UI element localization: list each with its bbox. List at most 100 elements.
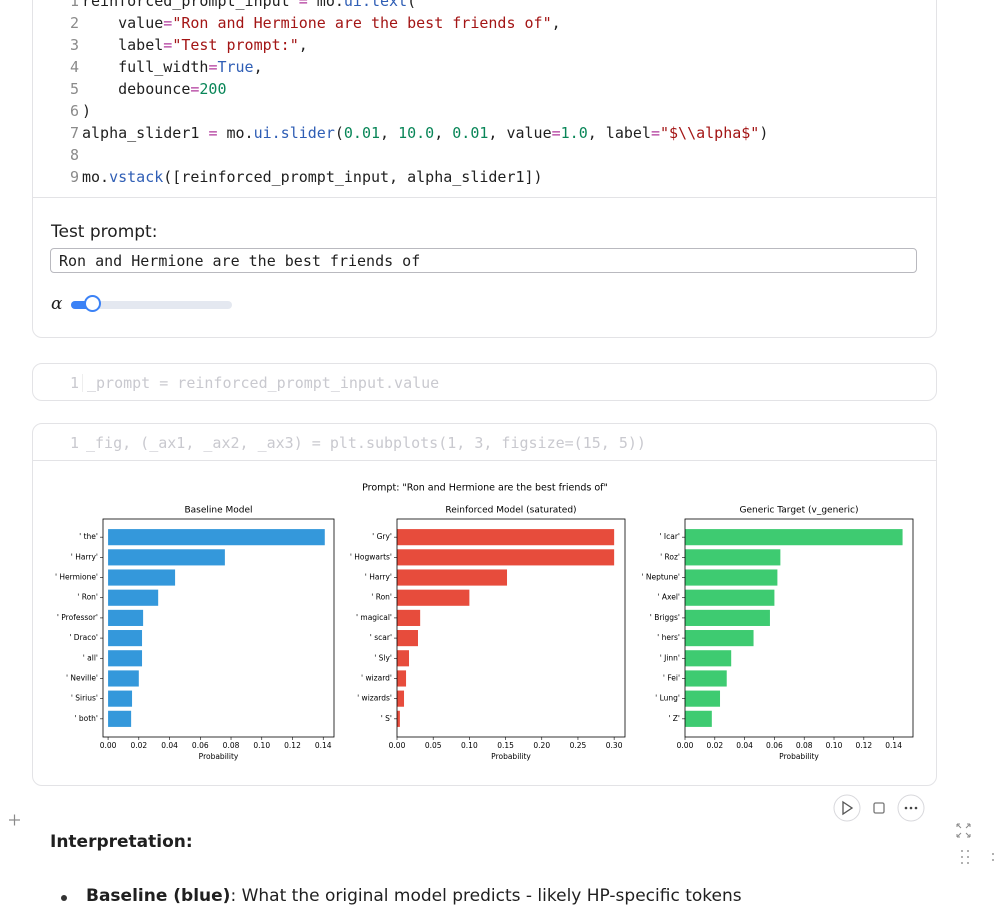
code-editor[interactable]: 1 _fig, (_ax1, _ax2, _ax3) = plt.subplot… — [33, 424, 936, 461]
line-number: 4 — [69, 58, 79, 76]
code-token: ( — [407, 0, 417, 10]
bar — [685, 529, 903, 546]
code-cell: 1 reinforced_prompt_input = mo.ui.text(2 … — [32, 0, 937, 338]
code-token: reinforced_prompt_input — [82, 0, 299, 10]
x-tick-label: 0.02 — [130, 741, 147, 750]
line-number: 7 — [69, 124, 79, 142]
y-tick-label: ' all' — [83, 653, 98, 662]
figure-title: Prompt: "Ron and Hermione are the best f… — [362, 483, 608, 494]
line-number: 5 — [69, 80, 79, 98]
x-tick-label: 0.14 — [885, 741, 902, 750]
chart-title: Baseline Model — [184, 506, 252, 516]
code-line: alpha_slider1 = mo.ui.slider(0.01, 10.0,… — [82, 124, 768, 142]
code-token: , label — [587, 124, 651, 142]
run-button[interactable] — [833, 794, 861, 822]
bar — [397, 650, 410, 667]
line-number: 1 — [69, 0, 79, 10]
code-token: = — [163, 14, 173, 32]
x-tick-label: 0.00 — [100, 741, 117, 750]
axes-frame — [396, 518, 626, 738]
drag-handle[interactable] — [961, 850, 994, 864]
stop-button[interactable] — [873, 802, 885, 814]
code-line[interactable]: _prompt = reinforced_prompt_input.value — [82, 374, 439, 392]
x-tick-label: 0.04 — [736, 741, 753, 750]
bar — [685, 549, 781, 566]
bar — [108, 609, 144, 626]
slider-track[interactable] — [71, 301, 232, 309]
bar — [685, 589, 775, 606]
code-token: ui.slider — [253, 124, 335, 142]
code-cell: 1 _fig, (_ax1, _ax2, _ax3) = plt.subplot… — [32, 423, 937, 786]
code-token: , — [298, 36, 308, 54]
prompt-input[interactable]: Ron and Hermione are the best friends of — [50, 248, 917, 273]
code-token: ) — [82, 102, 92, 120]
x-tick-label: 0.12 — [855, 741, 872, 750]
bar — [685, 650, 732, 667]
code-token: = — [190, 80, 200, 98]
x-tick-label: 0.12 — [284, 741, 301, 750]
x-axis-label: Probability — [199, 752, 239, 761]
code-token: = — [298, 0, 308, 10]
code-token: debounce — [82, 80, 191, 98]
y-tick-label: ' Fei' — [663, 673, 680, 682]
x-tick-label: 0.20 — [533, 741, 550, 750]
y-tick-label: ' Neptune' — [641, 573, 680, 582]
x-tick-label: 0.10 — [253, 741, 270, 750]
line-number: 1 — [69, 374, 79, 392]
bar — [397, 589, 470, 606]
y-tick-label: ' both' — [74, 714, 98, 723]
chart-title: Reinforced Model (saturated) — [445, 506, 576, 516]
x-tick-label: 0.00 — [389, 741, 406, 750]
y-tick-label: ' Neville' — [66, 673, 98, 682]
code-token: mo. — [217, 124, 254, 142]
y-tick-label: ' Gry' — [372, 532, 392, 541]
bar — [108, 710, 132, 727]
code-line: debounce=200 — [82, 80, 227, 98]
code-token: ui.text — [343, 0, 408, 10]
code-token: , value — [488, 124, 552, 142]
add-cell-button[interactable] — [9, 814, 20, 826]
code-editor[interactable]: 1 reinforced_prompt_input = mo.ui.text(2 … — [33, 0, 936, 198]
code-token: 0.01 — [343, 124, 381, 142]
slider-fill — [71, 301, 93, 309]
code-token: ( — [334, 124, 344, 142]
code-token: = — [208, 124, 218, 142]
code-token: "Ron and Hermione are the best friends o… — [172, 14, 552, 32]
bullet-bold: Baseline (blue) — [86, 886, 231, 906]
line-number: 9 — [69, 168, 79, 186]
y-tick-label: ' Ron' — [77, 593, 98, 602]
bar — [685, 690, 721, 707]
code-token: 200 — [199, 80, 227, 98]
x-tick-label: 0.14 — [315, 741, 332, 750]
line-number: 3 — [69, 36, 79, 54]
prompt-label: Test prompt: — [51, 222, 158, 242]
code-token: "$\\alpha$" — [660, 124, 760, 142]
code-token: ([reinforced_prompt_input, alpha_slider1… — [163, 168, 543, 186]
code-token: , — [380, 124, 399, 142]
code-token: , — [434, 124, 453, 142]
line-number: 6 — [69, 102, 79, 120]
code-line: _fig, (_ax1, _ax2, _ax3) = plt.subplots(… — [86, 434, 646, 452]
y-tick-label: ' scar' — [370, 633, 392, 642]
bar — [397, 630, 418, 647]
code-token: , — [551, 14, 561, 32]
bar — [685, 630, 754, 647]
bar — [397, 710, 400, 727]
y-tick-label: ' Professor' — [57, 613, 98, 622]
y-tick-label: ' Hermione' — [55, 573, 98, 582]
y-tick-label: ' Sirius' — [71, 694, 98, 703]
slider-label: α — [51, 294, 63, 314]
menu-button[interactable] — [897, 794, 925, 822]
x-tick-label: 0.08 — [796, 741, 813, 750]
x-axis-label: Probability — [779, 752, 819, 761]
y-tick-label: ' Axel' — [657, 593, 680, 602]
expand-icon[interactable] — [956, 823, 971, 838]
y-tick-label: ' the' — [79, 532, 98, 541]
code-token: 0.01 — [452, 124, 489, 142]
line-number: 2 — [69, 14, 79, 32]
slider-thumb[interactable] — [84, 295, 101, 312]
bar — [108, 650, 143, 667]
y-tick-label: ' Jinn' — [660, 653, 680, 662]
bar — [397, 569, 508, 586]
